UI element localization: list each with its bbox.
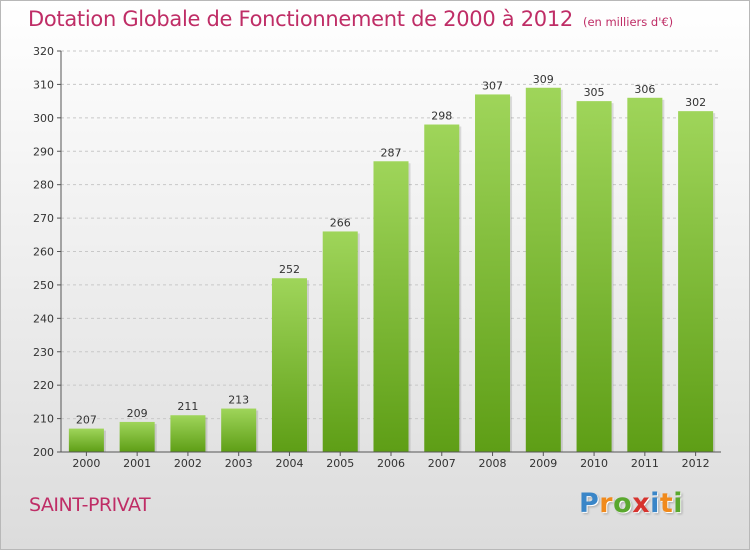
- logo-letter: x: [632, 488, 651, 519]
- chart-title: Dotation Globale de Fonctionnement de 20…: [28, 7, 673, 31]
- x-tick-label: 2002: [174, 457, 202, 470]
- y-axis: 200 210 220 230 240 250 260 270 280 290 300 310 320: [33, 45, 62, 459]
- bar-value-label: 209: [127, 407, 148, 420]
- bar-value-label: 305: [584, 86, 605, 99]
- x-tick-label: 2008: [479, 457, 507, 470]
- logo-letter: o: [613, 488, 633, 519]
- x-tick-label: 2010: [580, 457, 608, 470]
- x-tick-label: 2006: [377, 457, 405, 470]
- bar-2009: [525, 87, 561, 452]
- logo-letter: P: [579, 488, 600, 519]
- bar-2008: [475, 94, 511, 453]
- x-tick-label: 2001: [123, 457, 151, 470]
- y-tick-label: 260: [33, 246, 54, 259]
- bar-2003: [221, 408, 257, 452]
- bar-value-label: 207: [76, 414, 97, 427]
- bar-value-label: 213: [228, 394, 249, 407]
- x-tick-label: 2011: [631, 457, 659, 470]
- place-name: SAINT-PRIVAT: [29, 494, 151, 516]
- x-tick-label: 2003: [225, 457, 253, 470]
- x-tick-label: 2009: [529, 457, 557, 470]
- y-tick-label: 250: [33, 279, 54, 292]
- bar-value-label: 287: [381, 146, 402, 159]
- bar-2000: [68, 428, 104, 452]
- bar-2011: [627, 97, 663, 453]
- bars: 207 209 211 213 252 266 287 298 307 309 305 306 302: [68, 73, 716, 453]
- chart-title-text: Dotation Globale de Fonctionnement de 20…: [28, 7, 573, 31]
- bar-2006: [373, 161, 409, 452]
- x-tick-label: 2007: [428, 457, 456, 470]
- proxiti-logo: Proxiti: [579, 488, 683, 519]
- y-tick-label: 280: [33, 179, 54, 192]
- bar-2007: [424, 124, 460, 453]
- y-tick-label: 210: [33, 413, 54, 426]
- bar-value-label: 306: [634, 83, 655, 96]
- y-tick-label: 320: [33, 45, 54, 58]
- bar-value-label: 211: [177, 400, 198, 413]
- bar-value-label: 298: [431, 110, 452, 123]
- x-tick-label: 2005: [326, 457, 354, 470]
- logo-letter: r: [599, 488, 614, 519]
- y-tick-label: 230: [33, 346, 54, 359]
- y-tick-label: 240: [33, 312, 54, 325]
- bar-2001: [119, 421, 155, 452]
- bar-value-label: 252: [279, 263, 300, 276]
- bar-value-label: 266: [330, 216, 351, 229]
- logo-letter: i: [650, 488, 660, 519]
- y-tick-label: 310: [33, 78, 54, 91]
- chart-unit: (en milliers d'€): [582, 15, 674, 29]
- y-tick-label: 300: [33, 112, 54, 125]
- logo-letter: i: [673, 488, 684, 519]
- bar-2004: [271, 278, 307, 452]
- logo-letter: t: [659, 488, 674, 519]
- bar-value-label: 302: [685, 96, 706, 109]
- bar-2005: [322, 231, 358, 452]
- x-axis: 2000 2001 2002 2003 2004 2005 2006 2007 2008 2009…: [61, 451, 721, 470]
- bar-value-label: 307: [482, 79, 503, 92]
- y-tick-label: 200: [33, 446, 54, 459]
- x-tick-label: 2012: [682, 457, 710, 470]
- bar-value-label: 309: [533, 73, 554, 86]
- y-tick-label: 290: [33, 145, 54, 158]
- x-tick-label: 2000: [72, 457, 100, 470]
- bar-2010: [576, 101, 612, 452]
- bar-2012: [678, 111, 714, 453]
- y-tick-label: 270: [33, 212, 54, 225]
- y-tick-label: 220: [33, 379, 54, 392]
- x-tick-label: 2004: [275, 457, 303, 470]
- bar-2002: [170, 415, 206, 452]
